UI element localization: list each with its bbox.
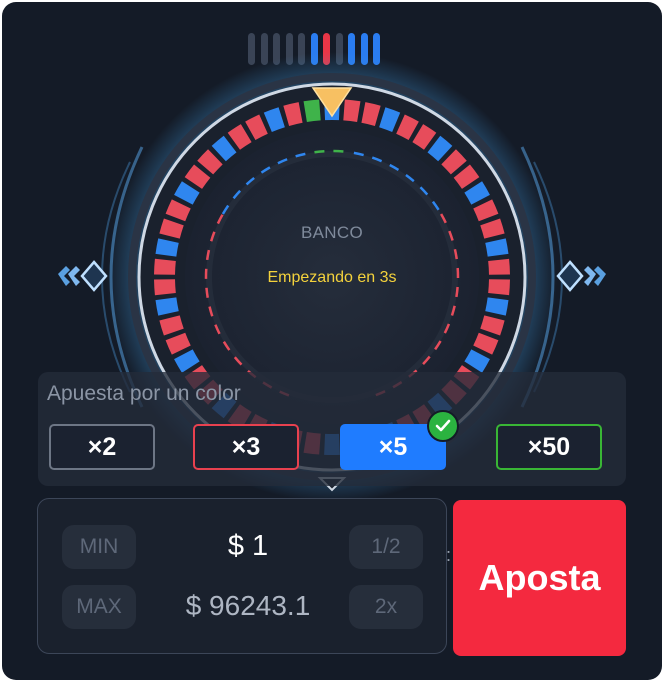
wheel-dashed-arcs <box>204 149 460 397</box>
wheel-segment <box>154 258 176 275</box>
wheel-segment <box>211 135 237 162</box>
wheel-segment <box>245 114 268 140</box>
history-bar <box>285 33 293 65</box>
double-button[interactable]: 2x <box>349 585 423 629</box>
right-diamond-icon <box>556 260 606 292</box>
multiplier-x50-button[interactable]: ×50 <box>496 424 602 470</box>
wheel-segment <box>197 149 223 175</box>
wheel-pointer-icon <box>311 87 353 118</box>
wheel-segment <box>488 279 510 296</box>
wheel-segment <box>155 238 179 257</box>
min-button[interactable]: MIN <box>62 525 136 569</box>
wheel-segment <box>412 124 437 150</box>
history-bar <box>323 33 330 65</box>
history-bar <box>373 33 380 65</box>
wheel-segment <box>159 315 184 336</box>
history-bar <box>360 33 368 65</box>
wheel-segment <box>174 349 200 373</box>
wheel-segment <box>184 164 211 189</box>
max-button[interactable]: MAX <box>62 585 136 629</box>
wheel-segment <box>343 99 361 123</box>
left-diamond-icon <box>58 260 108 292</box>
round-status: Empezando en 3s <box>267 269 397 286</box>
balance-value: $ 96243.1 <box>185 590 311 621</box>
half-button[interactable]: 1/2 <box>349 525 423 569</box>
wheel-segment <box>441 149 467 175</box>
result-history <box>248 33 380 65</box>
wheel-segment <box>379 107 401 132</box>
wheel-segment <box>155 297 179 316</box>
wheel-segment <box>396 114 419 140</box>
place-bet-button[interactable]: Aposta <box>453 500 626 656</box>
wheel-segment <box>453 164 480 189</box>
wheel-segment <box>303 99 321 123</box>
wheel-segment <box>361 102 381 126</box>
wheel-segment <box>480 218 505 239</box>
multiplier-x3-button[interactable]: ×3 <box>193 424 299 470</box>
color-bet-title: Apuesta por un color <box>47 382 241 405</box>
wheel-segment <box>473 199 499 222</box>
selected-check-icon <box>427 410 459 442</box>
dashed-arc <box>314 149 350 154</box>
bet-amount-input[interactable]: $ 1 <box>227 530 269 562</box>
wheel-segment <box>165 332 191 355</box>
history-bar <box>298 33 305 65</box>
wheel-center-label: BANCO <box>301 223 363 242</box>
separator: : <box>446 545 452 565</box>
wheel-segment <box>227 124 252 150</box>
history-bar <box>260 33 268 65</box>
wheel-segment <box>488 258 510 275</box>
wheel-segment <box>464 349 490 373</box>
multiplier-x2-button[interactable]: ×2 <box>49 424 155 470</box>
wheel-segment <box>485 238 509 257</box>
wheel-segment <box>174 181 200 205</box>
color-bet-panel: Apuesta por un color ×2 ×3 ×5 ×50 <box>38 372 626 486</box>
wheel-segment <box>154 279 176 296</box>
wheel-segment <box>159 218 184 239</box>
dashed-arc <box>353 151 443 215</box>
wheel-segment <box>464 181 490 205</box>
history-bar <box>273 33 280 65</box>
wheel-segment <box>283 102 303 126</box>
history-bar <box>310 33 318 65</box>
dashed-arc <box>221 151 311 215</box>
wheel-segment <box>480 315 505 336</box>
bet-amount-panel: MIN MAX $ 1 $ 96243.1 1/2 2x <box>37 498 447 654</box>
wheel-segment <box>473 332 499 355</box>
wheel-segment <box>165 199 191 222</box>
wheel-segment <box>263 107 285 132</box>
history-bar <box>335 33 343 65</box>
history-bar <box>348 33 355 65</box>
wheel-segment <box>427 135 453 162</box>
wheel-segment <box>485 297 509 316</box>
history-bar <box>248 33 255 65</box>
